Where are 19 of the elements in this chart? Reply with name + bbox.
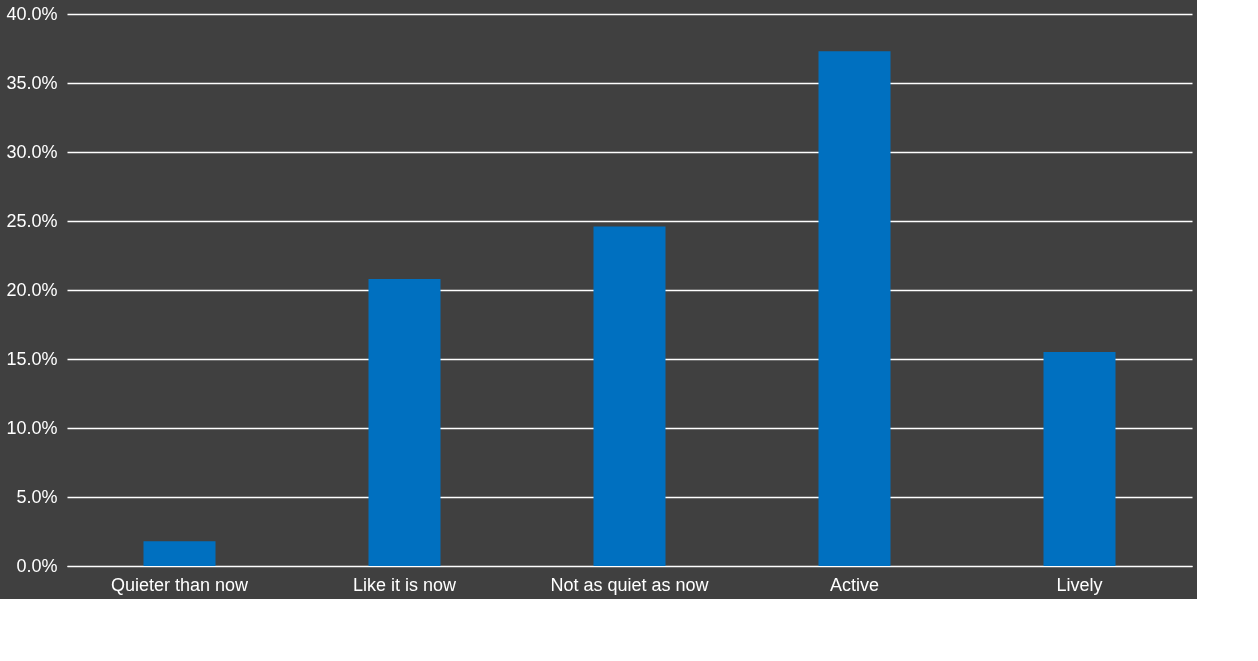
bar [143,541,216,566]
y-tick-label: 35.0% [6,72,58,93]
bar [368,278,441,566]
x-tick-label: Active [829,574,880,595]
y-tick-label: 15.0% [6,348,58,369]
x-tick-label: Quieter than now [110,574,250,595]
y-tick-label: 0.0% [16,555,58,576]
y-tick-label: 20.0% [6,279,58,300]
x-tick-label: Lively [1056,574,1103,595]
y-tick-label: 10.0% [6,417,58,438]
x-tick-label: Not as quiet as now [550,574,710,595]
y-tick-label: 25.0% [6,210,58,231]
bar [593,226,666,566]
y-tick-label: 30.0% [6,141,58,162]
bar [818,51,891,566]
y-tick-label: 40.0% [6,3,58,24]
x-tick-label: Like it is now [352,574,458,595]
bar [1043,352,1116,566]
y-tick-label: 5.0% [16,486,58,507]
